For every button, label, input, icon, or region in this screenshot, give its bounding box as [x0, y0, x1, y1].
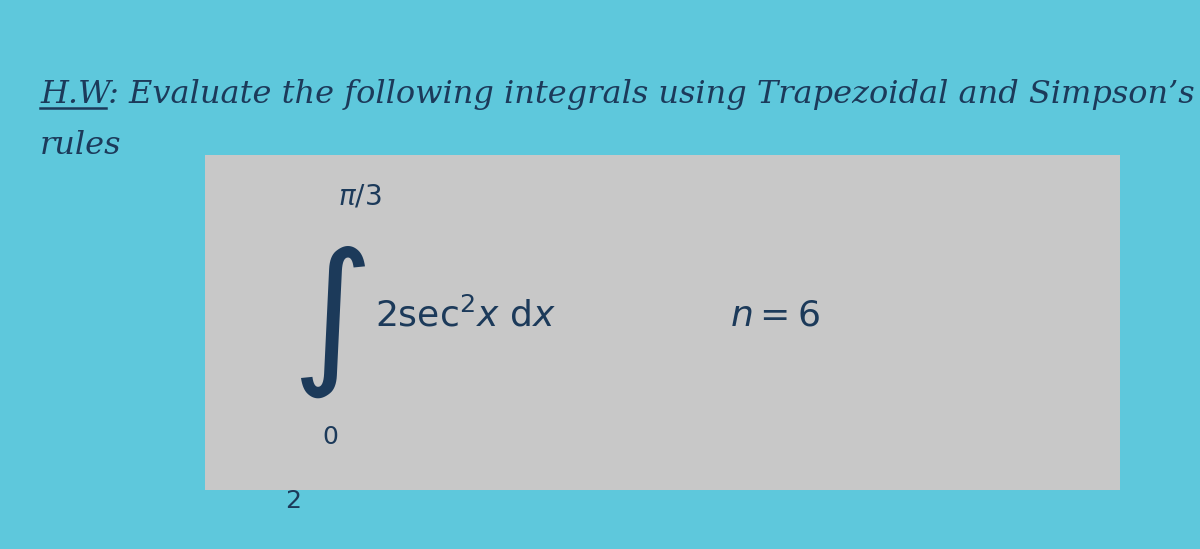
Text: $\int$: $\int$: [290, 244, 366, 400]
Text: $2\sec^2\!x\ \mathrm{d}x$: $2\sec^2\!x\ \mathrm{d}x$: [374, 297, 556, 333]
FancyBboxPatch shape: [205, 155, 1120, 490]
Text: $n = 6$: $n = 6$: [730, 298, 820, 332]
Text: rules: rules: [40, 130, 121, 160]
Text: $\pi/3$: $\pi/3$: [338, 183, 382, 210]
Text: $0$: $0$: [322, 427, 338, 450]
Text: $2$: $2$: [286, 490, 300, 513]
Text: H.W: Evaluate the following integrals using Trapezoidal and Simpson’s: H.W: Evaluate the following integrals us…: [40, 80, 1195, 110]
